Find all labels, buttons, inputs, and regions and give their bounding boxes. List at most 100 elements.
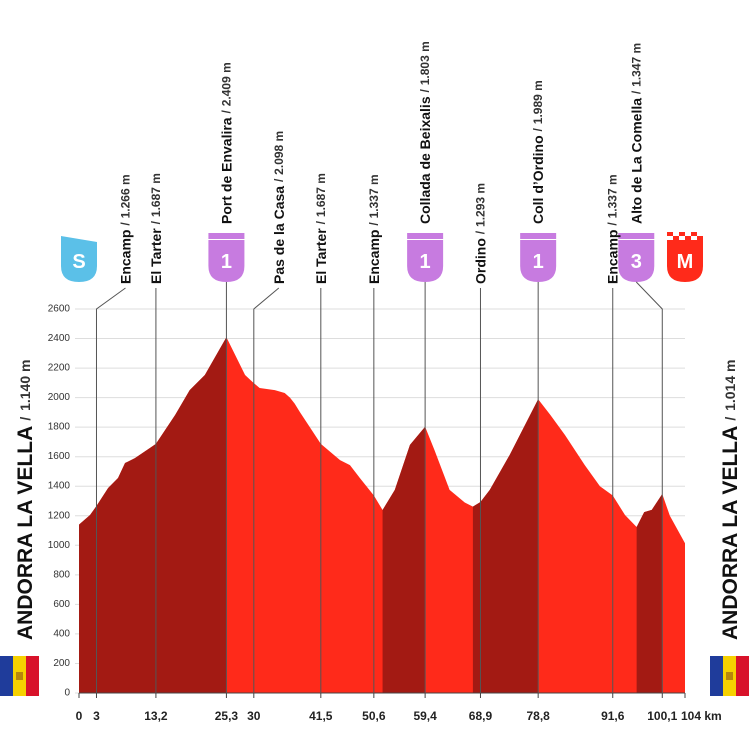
checker (673, 236, 679, 240)
climb-area (79, 337, 227, 693)
waypoint-elevation: 1.293 m (473, 183, 487, 227)
x-tick-label: 78,8 (526, 709, 550, 723)
badge-label: S (72, 251, 85, 273)
badge-shape (208, 240, 245, 282)
badge-top (407, 233, 444, 239)
separator: / (314, 220, 328, 224)
finish-elevation: 1.014 m (722, 360, 738, 411)
waypoint-elevation: 2.409 m (219, 62, 233, 106)
y-tick-label: 1200 (48, 510, 71, 521)
waypoint-elevation: 1.989 m (531, 80, 545, 124)
separator: / (272, 178, 286, 182)
waypoint-label: Alto de La Comella / 1.347 m (628, 43, 644, 224)
badge-label: 1 (221, 251, 232, 273)
separator: / (367, 222, 381, 226)
badge-shape (618, 240, 655, 282)
flag-left (0, 656, 39, 696)
waypoint-name: Pas de la Casa (271, 186, 287, 284)
badge: S (61, 236, 97, 282)
x-tick-label: 50,6 (362, 709, 386, 723)
badge: 3 (618, 233, 655, 282)
waypoint-label: Ordino / 1.293 m (472, 183, 488, 284)
waypoint-label: Encamp / 1.337 m (366, 174, 382, 284)
waypoint-name: Collada de Beixalis (417, 96, 433, 224)
y-tick-label: 200 (53, 658, 70, 669)
waypoint-name: Ordino (472, 238, 488, 284)
badge-top (520, 233, 557, 239)
badge-shape (407, 240, 444, 282)
x-tick-label: 91,6 (601, 709, 625, 723)
x-tick-label: 0 (76, 709, 83, 723)
x-tick-label: 3 (93, 709, 100, 723)
x-tick-label: 13,2 (144, 709, 168, 723)
checker (667, 232, 673, 236)
start-label: ANDORRA LA VELLA / 1.140 m (14, 360, 37, 640)
finish-name: ANDORRA LA VELLA (719, 426, 742, 640)
y-tick-label: 2400 (48, 333, 71, 344)
checker (691, 232, 697, 236)
separator: / (118, 222, 132, 226)
waypoint-line (635, 281, 663, 693)
waypoint-name: Encamp (605, 230, 621, 284)
waypoint-label: Coll d’Ordino / 1.989 m (530, 80, 546, 224)
y-tick-label: 2600 (48, 304, 71, 315)
waypoint-label: Pas de la Casa / 2.098 m (271, 131, 287, 284)
separator: / (149, 220, 163, 224)
waypoint-name: Encamp (117, 230, 133, 284)
waypoint-line (253, 287, 280, 693)
separator: / (531, 127, 545, 131)
separator: / (418, 89, 432, 93)
waypoint-elevation: 2.098 m (272, 131, 286, 175)
waypoint-name: El Tarter (148, 228, 164, 284)
y-tick-label: 1000 (48, 540, 71, 551)
separator: / (629, 90, 643, 94)
badge-top (618, 233, 655, 239)
waypoint-label: Port de Envalira / 2.409 m (218, 62, 234, 224)
badge-label: 1 (533, 251, 544, 273)
badge: 1 (520, 233, 557, 282)
badge-shape (667, 240, 703, 282)
climb-area (636, 494, 663, 693)
waypoint-name: Port de Envalira (218, 117, 234, 224)
separator: / (219, 110, 233, 114)
y-tick-label: 800 (53, 569, 70, 580)
separator: / (606, 222, 620, 226)
x-tick-label: 41,5 (309, 709, 333, 723)
waypoint-elevation: 1.687 m (149, 173, 163, 217)
finish-label: ANDORRA LA VELLA / 1.014 m (719, 360, 742, 640)
flag-right (710, 656, 749, 696)
checker (679, 232, 685, 236)
start-name: ANDORRA LA VELLA (14, 426, 37, 640)
y-tick-label: 2000 (48, 392, 71, 403)
y-tick-label: 2200 (48, 363, 71, 374)
y-tick-label: 1800 (48, 422, 71, 433)
waypoint-name: Encamp (366, 230, 382, 284)
x-tick-label: 30 (247, 709, 261, 723)
y-tick-label: 0 (64, 688, 70, 699)
waypoint-elevation: 1.337 m (606, 174, 620, 218)
x-tick-label: 100,1 (647, 709, 677, 723)
waypoint-label: Encamp / 1.266 m (117, 174, 133, 284)
separator: / (722, 417, 738, 421)
waypoint-label: Encamp / 1.337 m (605, 174, 621, 284)
badge-label: M (677, 251, 694, 273)
separator: / (17, 417, 33, 421)
badge: 1 (208, 233, 245, 282)
waypoint-name: El Tarter (313, 228, 329, 284)
badge-label: 1 (420, 251, 431, 273)
waypoint-label: El Tarter / 1.687 m (313, 173, 329, 284)
waypoint-elevation: 1.347 m (629, 43, 643, 87)
climb-area (472, 399, 539, 693)
checker (685, 236, 691, 240)
start-elevation: 1.140 m (17, 360, 33, 411)
y-tick-label: 1600 (48, 451, 71, 462)
waypoint-elevation: 1.266 m (118, 174, 132, 218)
checker (697, 236, 703, 240)
climb-area (382, 426, 426, 693)
badge: M (667, 232, 703, 282)
waypoint-elevation: 1.803 m (418, 41, 432, 85)
y-tick-label: 600 (53, 599, 70, 610)
x-tick-label: 59,4 (413, 709, 437, 723)
waypoint-elevation: 1.687 m (314, 173, 328, 217)
